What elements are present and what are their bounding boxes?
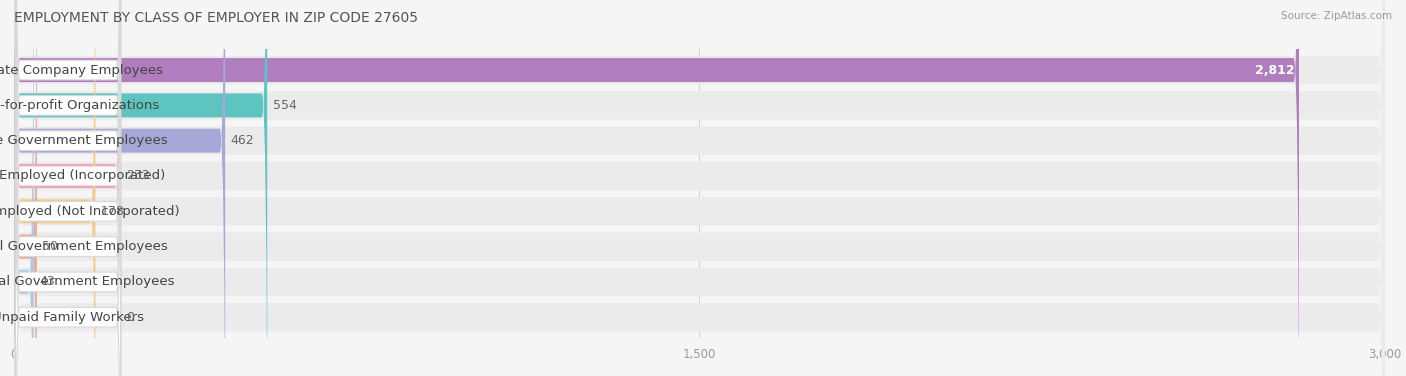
Text: Self-Employed (Incorporated): Self-Employed (Incorporated) bbox=[0, 170, 166, 182]
FancyBboxPatch shape bbox=[14, 0, 96, 376]
FancyBboxPatch shape bbox=[15, 0, 121, 376]
Text: Not-for-profit Organizations: Not-for-profit Organizations bbox=[0, 99, 159, 112]
FancyBboxPatch shape bbox=[15, 0, 121, 376]
Text: 50: 50 bbox=[42, 240, 59, 253]
Text: Self-Employed (Not Incorporated): Self-Employed (Not Incorporated) bbox=[0, 205, 180, 218]
FancyBboxPatch shape bbox=[14, 0, 1385, 376]
Text: Private Company Employees: Private Company Employees bbox=[0, 64, 163, 77]
Text: 178: 178 bbox=[101, 205, 125, 218]
Text: 554: 554 bbox=[273, 99, 297, 112]
FancyBboxPatch shape bbox=[14, 0, 37, 376]
FancyBboxPatch shape bbox=[14, 0, 1385, 376]
FancyBboxPatch shape bbox=[14, 0, 267, 376]
Text: 43: 43 bbox=[39, 275, 55, 288]
FancyBboxPatch shape bbox=[14, 0, 1385, 376]
Text: Source: ZipAtlas.com: Source: ZipAtlas.com bbox=[1281, 11, 1392, 21]
Text: 0: 0 bbox=[127, 311, 134, 324]
FancyBboxPatch shape bbox=[15, 9, 121, 376]
FancyBboxPatch shape bbox=[14, 0, 1385, 376]
FancyBboxPatch shape bbox=[14, 0, 1385, 376]
Text: 233: 233 bbox=[127, 170, 149, 182]
Text: Federal Government Employees: Federal Government Employees bbox=[0, 275, 174, 288]
Text: State Government Employees: State Government Employees bbox=[0, 134, 167, 147]
FancyBboxPatch shape bbox=[15, 0, 121, 376]
FancyBboxPatch shape bbox=[14, 0, 225, 376]
FancyBboxPatch shape bbox=[14, 0, 34, 376]
FancyBboxPatch shape bbox=[15, 0, 121, 376]
FancyBboxPatch shape bbox=[14, 0, 1385, 376]
FancyBboxPatch shape bbox=[15, 0, 121, 376]
FancyBboxPatch shape bbox=[14, 0, 1299, 376]
Text: 462: 462 bbox=[231, 134, 254, 147]
FancyBboxPatch shape bbox=[14, 0, 1385, 376]
Text: 2,812: 2,812 bbox=[1254, 64, 1295, 77]
FancyBboxPatch shape bbox=[15, 0, 121, 376]
FancyBboxPatch shape bbox=[14, 0, 121, 376]
FancyBboxPatch shape bbox=[15, 0, 121, 376]
Text: Unpaid Family Workers: Unpaid Family Workers bbox=[0, 311, 143, 324]
Text: EMPLOYMENT BY CLASS OF EMPLOYER IN ZIP CODE 27605: EMPLOYMENT BY CLASS OF EMPLOYER IN ZIP C… bbox=[14, 11, 418, 25]
Text: Local Government Employees: Local Government Employees bbox=[0, 240, 167, 253]
FancyBboxPatch shape bbox=[14, 0, 1385, 376]
